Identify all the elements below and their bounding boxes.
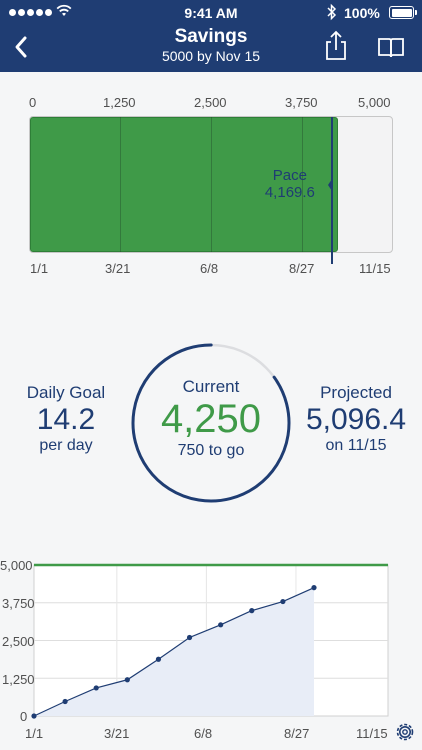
daily-goal-unit: per day [39, 437, 93, 454]
pace-label-text: Pace [272, 167, 307, 184]
chart-data-point [311, 585, 317, 591]
chart-y-tick: 1,250 [2, 672, 35, 687]
chart-y-tick: 2,500 [2, 634, 35, 649]
share-icon[interactable] [323, 30, 349, 62]
chart-area-fill [34, 587, 314, 716]
progress-bar-fill [30, 117, 338, 252]
chart-x-tick: 1/1 [25, 726, 44, 741]
projected-date: on 11/15 [325, 437, 387, 454]
progress-ring [131, 343, 291, 503]
progress-bar-track: Pace 4,169.6 [29, 116, 393, 264]
page-subtitle: 5000 by Nov 15 [161, 48, 261, 64]
signal-icon [9, 9, 52, 16]
progress-gridline [302, 117, 303, 252]
book-icon[interactable] [377, 36, 405, 60]
chart-x-tick: 6/8 [194, 726, 213, 741]
nav-header: 9:41 AM 100% Savings 5000 by Nov 15 [0, 0, 422, 72]
progress-top-tick: 2,500 [194, 95, 227, 110]
bluetooth-icon [327, 3, 337, 21]
progress-date-tick: 11/15 [359, 261, 391, 276]
daily-goal-value: 14.2 [36, 403, 96, 436]
pace-line [331, 117, 333, 264]
progress-date-tick: 1/1 [30, 261, 49, 276]
chart-data-point [186, 634, 193, 641]
page-title: Savings [174, 26, 248, 47]
gear-icon[interactable] [393, 720, 417, 744]
pace-value: 4,169.6 [264, 184, 315, 201]
back-icon[interactable] [10, 33, 34, 61]
progress-top-tick: 3,750 [285, 95, 318, 110]
daily-goal-stat: Daily Goal 14.2 per day [14, 383, 118, 455]
progress-date-tick: 3/21 [105, 261, 131, 276]
pace-marker [327, 179, 332, 191]
progress-gridline [120, 117, 121, 252]
chart-y-tick: 0 [20, 709, 28, 724]
chart-data-point [155, 656, 162, 662]
progress-top-tick: 1,250 [103, 95, 136, 110]
projected-stat: Projected 5,096.4 on 11/15 [300, 383, 412, 455]
projected-value: 5,096.4 [305, 403, 407, 436]
progress-date-tick: 8/27 [289, 261, 315, 276]
current-label: Current [182, 377, 240, 396]
chart-data-point [124, 677, 130, 683]
chart-data-point [249, 608, 255, 614]
chart-x-tick: 3/21 [104, 726, 130, 741]
progress-gridline [211, 117, 212, 252]
current-remaining: 750 to go [177, 442, 245, 459]
chart-data-point [62, 698, 68, 705]
battery-icon [389, 6, 417, 19]
progress-date-tick: 6/8 [200, 261, 219, 276]
current-value: 4,250 [160, 397, 262, 441]
progress-top-tick: 0 [29, 95, 37, 110]
chart-data-point [31, 713, 37, 719]
chart-plot-area [33, 564, 389, 717]
pace-label: Pace 4,169.6 [250, 167, 330, 201]
chart-y-tick: 3,750 [2, 596, 35, 611]
chart-y-tick: 5,000 [0, 558, 33, 573]
projected-label: Projected [320, 383, 392, 402]
chart-data-point [218, 622, 224, 628]
current-stat: Current 4,250 750 to go [130, 377, 292, 460]
daily-goal-label: Daily Goal [26, 383, 106, 402]
status-time: 9:41 AM [184, 5, 238, 21]
battery-percent: 100% [344, 5, 380, 21]
chart-x-tick: 8/27 [284, 726, 310, 741]
chart-data-point [280, 598, 286, 605]
wifi-icon [56, 4, 72, 16]
chart-series-line [33, 587, 315, 717]
chart-x-tick: 11/15 [356, 726, 388, 741]
chart-data-point [93, 685, 99, 691]
status-bar: 9:41 AM 100% [0, 0, 422, 26]
progress-top-tick: 5,000 [358, 95, 391, 110]
